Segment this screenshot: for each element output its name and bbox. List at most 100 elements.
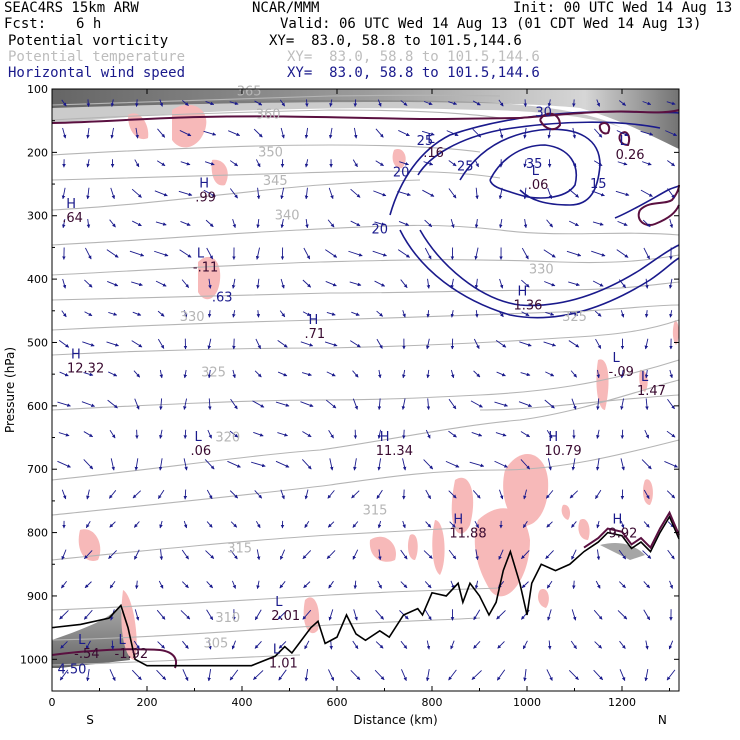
wind-vector	[568, 340, 580, 348]
wind-speed-contour	[417, 121, 661, 176]
wind-vector	[570, 640, 577, 650]
field-theta-name: Potential temperature	[8, 49, 186, 65]
pv-fill-region	[672, 320, 679, 345]
extremum-value: -.11	[193, 260, 218, 275]
wind-vector	[378, 549, 382, 561]
wind-vector	[494, 460, 508, 468]
wind-vector	[644, 668, 649, 682]
theta-contour	[51, 379, 680, 481]
extremum-value: .71	[305, 327, 326, 342]
extremum-value: 4.50	[58, 663, 87, 678]
wind-vector	[256, 187, 261, 200]
center-title: NCAR/MMM	[252, 0, 320, 16]
wind-vector	[474, 247, 479, 260]
wind-vector	[134, 549, 140, 560]
wind-vector	[208, 278, 212, 289]
wind-vector	[134, 609, 140, 621]
pv-fill-region	[561, 504, 571, 520]
pv-fill-region	[211, 159, 228, 186]
wind-vector	[203, 130, 217, 136]
wind-vector	[666, 669, 676, 681]
extremum-value: -1.92	[115, 647, 149, 662]
wind-vector	[425, 521, 432, 528]
wind-vector	[157, 489, 165, 499]
extremum-marker: H	[309, 313, 319, 328]
wind-vector	[304, 489, 309, 500]
theta-label: 340	[275, 209, 300, 224]
wind-vector	[667, 398, 675, 410]
wind-vector	[86, 668, 90, 682]
wind-vector	[60, 641, 68, 649]
x-tick-label: 1200	[608, 696, 636, 709]
wind-vector	[180, 610, 191, 620]
wind-vector	[593, 669, 604, 681]
wind-vector	[374, 280, 386, 287]
wind-vector	[620, 310, 625, 318]
wind-vector	[596, 520, 600, 529]
wind-vector	[591, 250, 606, 257]
wind-vector	[572, 127, 577, 139]
theta-label: 350	[258, 145, 283, 160]
wind-vector	[474, 218, 479, 229]
theta-label: 325	[562, 310, 587, 325]
y-tick-label: 900	[27, 590, 48, 603]
wind-vector	[372, 250, 387, 257]
wind-vector	[424, 609, 432, 621]
wind-vector	[206, 609, 214, 621]
wind-vector	[473, 641, 481, 649]
wind-vector	[158, 580, 164, 589]
wind-vector	[425, 429, 431, 439]
wind-vector	[86, 99, 91, 107]
wind-vector	[280, 489, 285, 500]
wind-vector	[86, 187, 90, 200]
wind-vector	[84, 550, 93, 560]
wind-vector	[523, 99, 528, 107]
wind-vector	[280, 187, 285, 200]
wind-vector	[547, 127, 552, 139]
wind-vector	[450, 640, 455, 650]
wind-vector	[376, 310, 383, 317]
pv-contour	[618, 131, 631, 147]
extremum-value: .06	[191, 444, 212, 459]
wind-vector	[328, 609, 334, 621]
wind-vector	[107, 399, 118, 409]
extremum-value: .64	[62, 211, 83, 226]
wind-vector	[83, 459, 94, 470]
pv-fill-region	[596, 359, 609, 410]
wind-vector	[206, 521, 213, 528]
wind-vector	[109, 580, 116, 589]
pv-fill-region	[392, 149, 406, 169]
wind-vector	[232, 310, 236, 318]
y-tick-label: 700	[27, 463, 48, 476]
wind-vector	[303, 581, 311, 589]
wind-vector	[328, 127, 333, 139]
wind-vector	[256, 310, 261, 318]
extremum-value: 11.34	[376, 444, 413, 459]
extremum-value: 12.32	[67, 362, 104, 377]
extremum-marker: L	[195, 430, 203, 445]
wind-vector	[81, 401, 95, 407]
wind-vector	[154, 250, 169, 257]
theta-contour	[479, 394, 680, 411]
wind-vector	[232, 219, 237, 229]
wind-vector	[543, 341, 556, 347]
wind-vector	[108, 371, 118, 377]
wind-vector	[448, 490, 457, 499]
wind-vector	[669, 369, 673, 379]
wind-vector	[277, 432, 288, 437]
wind-vector	[353, 609, 358, 621]
theta-label: 330	[180, 310, 205, 325]
wind-vector	[402, 520, 406, 529]
wind-vector	[305, 99, 309, 107]
extremum-value: .06	[528, 178, 549, 193]
wind-vector	[256, 159, 261, 168]
wind-vector	[421, 130, 435, 136]
wind-vector	[350, 188, 361, 198]
wind-vector	[229, 669, 239, 681]
wind-vector	[593, 609, 603, 620]
wind-vector	[422, 189, 435, 197]
wind-vector	[206, 247, 214, 260]
wind-vector	[300, 341, 314, 347]
extremum-value: .16	[423, 146, 444, 161]
x-tick-label: 600	[327, 696, 348, 709]
